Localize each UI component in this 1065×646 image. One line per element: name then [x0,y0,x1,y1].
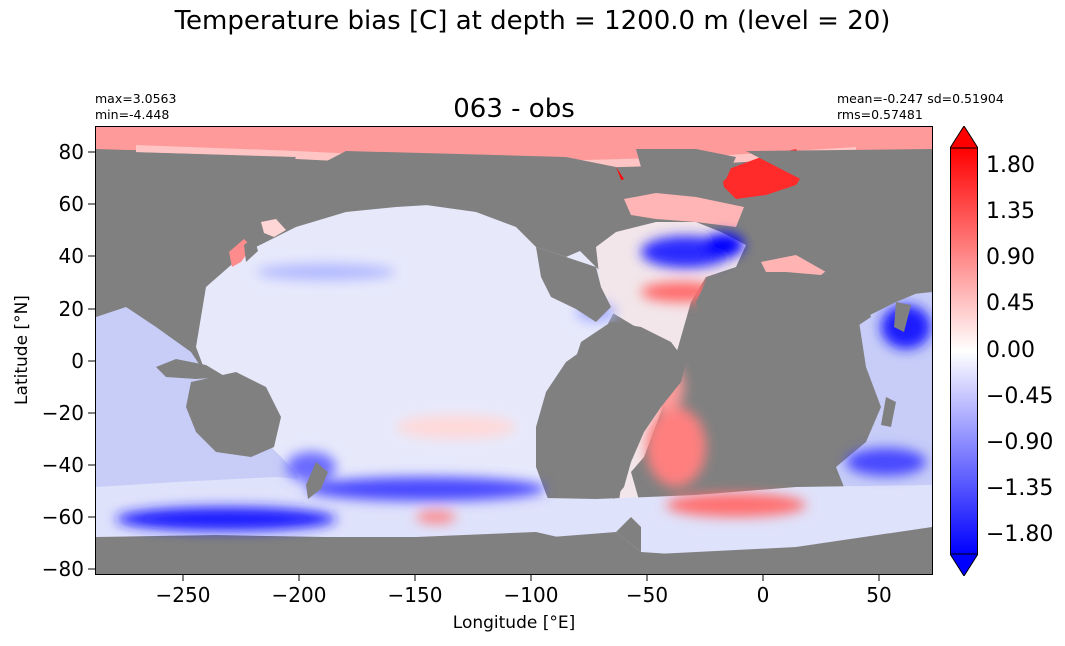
ocean-atlantic [596,222,746,537]
stat-rms: rms=0.57481 [837,107,923,122]
xtick-m50: −50 [625,583,669,607]
ocean-okhotsk [261,219,286,237]
anomaly-indian-east-cold [881,305,931,349]
ytick-m40: −40 [41,453,84,477]
anomaly-south-atlantic-warm [646,407,706,487]
land-antarctica [96,532,932,574]
figure-suptitle: Temperature bias [C] at depth = 1200.0 m… [174,6,891,36]
anomaly-pacific-south-warm [416,511,456,523]
xtick-m250: −250 [155,583,211,607]
ocean-mediterranean [761,255,831,275]
land-alaska [266,165,326,197]
land-madagascar [881,397,896,427]
land-south-america [571,322,686,499]
anomaly-central-pacific-warm [396,415,516,439]
stat-max: max=3.0563 [95,91,177,106]
land-central-america [536,247,611,322]
cbtick-m0.45: −0.45 [986,384,1054,409]
ytick-m20: −20 [41,401,84,425]
xtick-50: 50 [866,583,892,607]
land-north-america [276,151,626,257]
land-arabia [841,287,871,327]
land-new-zealand [306,462,328,499]
land-eurasia [746,149,932,317]
cbtick-1.80: 1.80 [986,153,1035,178]
cbtick-m1.35: −1.35 [986,476,1054,501]
anomaly-southern-cold-1 [116,507,336,531]
stats-left: max=3.0563 min=-4.448 [95,91,176,123]
ytick-80: 80 [58,140,84,164]
cbtick-0.00: 0.00 [986,338,1035,363]
anomaly-north-pacific-cold [256,264,396,280]
anomaly-southern-warm [666,493,806,517]
colorbar-body [950,147,978,555]
cbtick-m0.90: −0.90 [986,430,1054,455]
ocean-pacific [196,204,614,535]
land-japan [244,237,258,262]
bias-anomalies [116,233,931,531]
x-tick-marks [182,574,880,581]
stats-right: mean=-0.247 sd=0.51904 rms=0.57481 [837,91,1004,123]
cbtick-0.45: 0.45 [986,291,1035,316]
ytick-m80: −80 [41,557,84,581]
land-africa [696,275,841,462]
land-greenland [636,149,736,195]
ytick-20: 20 [58,297,84,321]
cbtick-1.35: 1.35 [986,199,1035,224]
colorbar-gradient [949,125,984,577]
anomaly-indian-south-cold [846,448,926,476]
stat-min: min=-4.448 [95,107,170,122]
y-tick-marks [88,151,95,570]
colorbar [949,125,984,577]
map-panel [95,126,933,575]
ytick-60: 60 [58,192,84,216]
y-axis-label: Latitude [°N] [12,295,32,405]
cbtick-0.90: 0.90 [986,245,1035,270]
axes-title: 063 - obs [453,94,575,124]
xtick-0: 0 [756,583,770,607]
cbtick-m1.80: −1.80 [986,522,1054,547]
colorbar-extend-min [949,553,979,577]
land-australia [186,372,281,457]
anomaly-subpolar-cold [704,233,744,257]
land-siberia-east [96,151,226,202]
xtick-m100: −100 [503,583,559,607]
land-antarctic-peninsula [616,517,641,552]
land-east-asia [96,151,296,327]
stat-mean-sd: mean=-0.247 sd=0.51904 [837,91,1004,106]
land-indonesia [156,359,226,379]
colorbar-extend-max [949,125,979,149]
ocean-labrador [624,193,744,227]
ytick-m60: −60 [41,505,84,529]
land-india [894,302,911,332]
xtick-m150: −150 [387,583,443,607]
ytick-40: 40 [58,244,84,268]
bias-map [96,127,932,574]
land [96,149,932,574]
anomaly-southern-cold-2 [306,477,546,501]
x-axis-label: Longitude [°E] [452,613,576,633]
ytick-0: 0 [71,349,84,373]
xtick-m200: −200 [271,583,327,607]
